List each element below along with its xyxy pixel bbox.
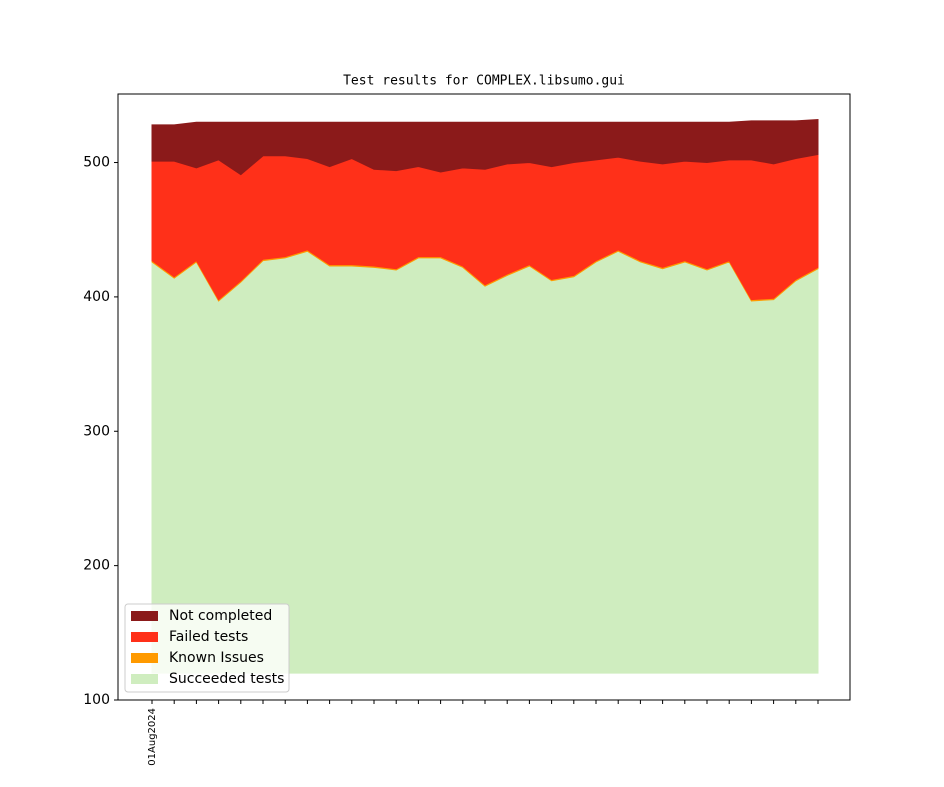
y-tick-label: 500 [83, 155, 110, 171]
chart-title: Test results for COMPLEX.libsumo.gui [343, 74, 625, 89]
y-tick-label: 400 [83, 289, 110, 305]
legend-label: Failed tests [169, 629, 248, 645]
legend-label: Not completed [169, 608, 272, 624]
y-tick-label: 100 [83, 692, 110, 708]
y-tick-label: 300 [83, 423, 110, 439]
legend-swatch [131, 653, 158, 663]
legend-label: Succeeded tests [169, 671, 284, 687]
y-tick-label: 200 [83, 558, 110, 574]
x-tick-label: 01Aug2024 [147, 708, 158, 766]
legend-box [124, 603, 290, 693]
area [151, 118, 819, 176]
legend-swatch [131, 632, 158, 642]
legend-label: Known Issues [169, 650, 264, 666]
legend-swatch [131, 674, 158, 684]
legend-swatch [131, 611, 158, 621]
plot-frame [117, 93, 851, 701]
